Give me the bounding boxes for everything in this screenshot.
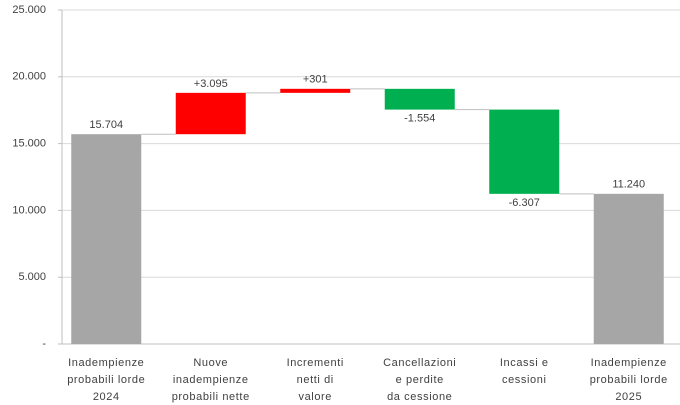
x-tick-label: Inadempienze	[591, 357, 667, 369]
data-label: 15.704	[89, 119, 123, 131]
y-tick-label: 10.000	[12, 204, 46, 216]
data-label: +3.095	[194, 78, 228, 90]
bar	[280, 88, 351, 93]
x-tick-label: 2025	[615, 391, 642, 403]
bar	[71, 134, 142, 344]
x-tick-label: probabili lorde	[590, 374, 668, 386]
data-label: -6.307	[509, 197, 540, 209]
x-tick-label: probabili lorde	[67, 374, 145, 386]
y-tick-label: 20.000	[12, 71, 46, 83]
y-tick-label: -	[42, 338, 46, 350]
x-tick-label: netti di	[297, 374, 334, 386]
y-tick-label: 15.000	[12, 138, 46, 150]
x-tick-label: cessioni	[502, 374, 547, 386]
data-label: +301	[303, 74, 328, 86]
x-tick-label: da cessione	[387, 391, 452, 403]
bar	[593, 193, 664, 344]
bar	[384, 88, 455, 110]
x-tick-label: Incassi e	[500, 357, 549, 369]
x-tick-label: valore	[298, 391, 332, 403]
data-label: 11.240	[612, 179, 645, 191]
x-tick-label: Inadempienze	[68, 357, 144, 369]
y-tick-label: 5.000	[18, 271, 46, 283]
bar	[175, 92, 246, 135]
x-tick-label: e perdite	[396, 374, 444, 386]
y-tick-label: 25.000	[12, 4, 46, 16]
x-tick-label: Cancellazioni	[383, 357, 456, 369]
x-tick-label: Incrementi	[287, 357, 344, 369]
x-tick-label: inadempienze	[173, 374, 249, 386]
x-tick-label: Nuove	[193, 357, 228, 369]
data-label: -1.554	[404, 112, 435, 124]
x-tick-label: probabili nette	[172, 391, 250, 403]
x-tick-label: 2024	[93, 391, 120, 403]
bar	[489, 109, 560, 194]
